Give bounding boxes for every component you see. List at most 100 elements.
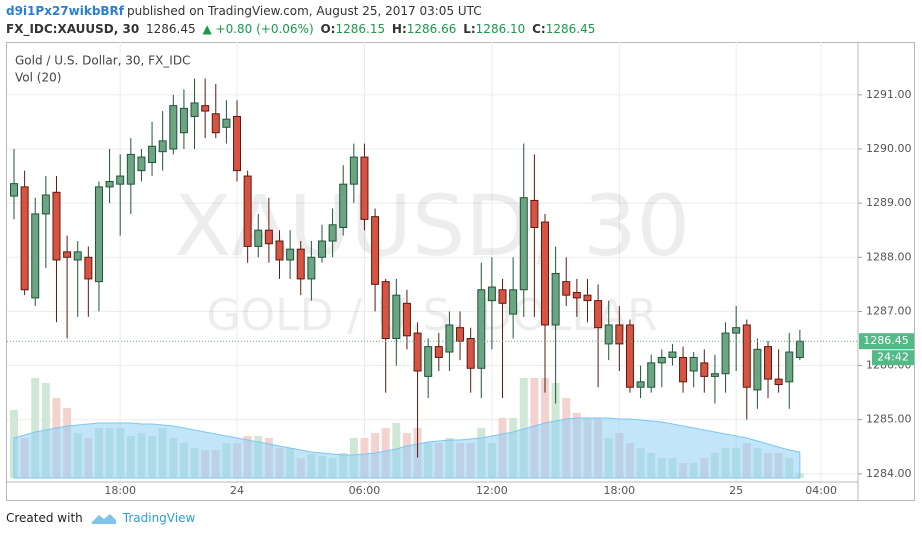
countdown: 24:42 <box>877 351 909 364</box>
y-tick-label: 1288.00 <box>866 250 912 263</box>
candle-body <box>541 221 549 326</box>
candle-body <box>764 346 773 380</box>
candle-body <box>20 186 29 291</box>
change: ▲ +0.80 (+0.06%) <box>202 22 314 36</box>
candle-body <box>63 251 72 258</box>
candle-body <box>509 289 518 315</box>
volume-bar <box>753 448 762 478</box>
chart-title: Gold / U.S. Dollar, 30, FX_IDC <box>15 54 190 68</box>
symbol: FX_IDC:XAUUSD, 30 <box>6 22 140 36</box>
candle-body <box>137 156 146 172</box>
candle-body <box>625 324 634 388</box>
candle-body <box>636 381 645 388</box>
candle-body <box>700 362 709 377</box>
volume-bar <box>148 436 157 478</box>
candle-body <box>222 118 231 128</box>
candle-body <box>466 337 475 369</box>
candle-body <box>84 256 93 280</box>
candle-body <box>211 113 220 134</box>
candle-body <box>795 340 804 358</box>
candle-body <box>371 216 380 285</box>
volume-bar <box>275 448 284 478</box>
volume-bar <box>137 433 146 478</box>
volume-bar <box>328 458 337 478</box>
candle-body <box>201 105 210 112</box>
candle-body <box>615 324 624 345</box>
volume-bar <box>710 453 719 478</box>
candle-body <box>126 153 135 185</box>
candle-body <box>742 324 751 388</box>
x-tick-label: 25 <box>729 484 743 497</box>
y-tick-label: 1284.00 <box>866 467 912 480</box>
chart-frame <box>6 42 915 501</box>
candle-body <box>572 291 581 299</box>
candle-body <box>148 145 157 164</box>
candle-body <box>710 373 719 377</box>
candle-body <box>551 273 560 326</box>
candle-body <box>679 356 688 383</box>
candle-body <box>562 281 571 296</box>
volume-bar <box>424 443 433 478</box>
volume-bar <box>10 410 18 478</box>
author[interactable]: d9i1Px27wikbBRf <box>6 4 125 18</box>
candle-body <box>233 115 242 172</box>
candle-body <box>10 183 18 197</box>
volume-bar <box>20 438 29 478</box>
x-tick-label: 06:00 <box>349 484 381 497</box>
volume-bar <box>477 428 486 478</box>
candle-body <box>328 224 337 242</box>
volume-bar <box>572 413 581 478</box>
volume-bar <box>774 453 783 478</box>
y-tick-label: 1289.00 <box>866 196 912 209</box>
candle-body <box>158 140 167 153</box>
ohlc-value: 1286.10 <box>475 22 526 36</box>
candle-body <box>179 107 188 134</box>
volume-bar <box>689 463 698 478</box>
last-price-label: 1286.45 <box>863 334 909 347</box>
volume-bar <box>41 383 50 478</box>
candle-body <box>498 289 507 304</box>
ohlc-label: H: <box>391 22 407 36</box>
candle-body <box>753 348 762 391</box>
candle-body <box>424 346 433 377</box>
volume-bar <box>509 418 518 478</box>
volume-bar <box>201 450 210 478</box>
volume-bar <box>84 438 93 478</box>
ohlc-value: 1286.45 <box>545 22 596 36</box>
candle-body <box>689 356 698 372</box>
volume-bar <box>466 443 475 478</box>
candle-body <box>41 194 50 215</box>
volume-bar <box>742 443 751 478</box>
volume-bar <box>657 458 666 478</box>
footer: Created with TradingView <box>6 511 195 525</box>
candle-body <box>647 362 656 388</box>
candle-body <box>264 229 273 245</box>
volume-bar <box>105 428 114 478</box>
volume-bar <box>126 436 135 478</box>
volume-bar <box>73 433 82 478</box>
volume-bar <box>296 458 305 478</box>
y-tick-label: 1287.00 <box>866 304 912 317</box>
volume-bar <box>487 443 496 478</box>
candle-body <box>169 105 178 150</box>
volume-ma-area <box>13 417 801 479</box>
brand[interactable]: TradingView <box>122 511 196 525</box>
volume-bar <box>360 438 369 478</box>
volume-bar <box>434 443 443 478</box>
last-price-box <box>859 333 914 350</box>
x-tick-label: 24 <box>230 484 244 497</box>
volume-bar <box>679 463 688 478</box>
candle-body <box>413 332 422 372</box>
candle-body <box>477 289 486 369</box>
volume-bar <box>116 428 125 478</box>
candle-body <box>456 327 465 342</box>
ohlc-value: 1286.66 <box>406 22 457 36</box>
volume-bar <box>307 454 316 478</box>
volume-bar <box>541 378 549 478</box>
volume-bar <box>243 436 252 478</box>
x-tick-label: 18:00 <box>603 484 635 497</box>
logo <box>91 514 116 524</box>
candle-body <box>657 356 666 364</box>
volume-bar <box>625 443 634 478</box>
